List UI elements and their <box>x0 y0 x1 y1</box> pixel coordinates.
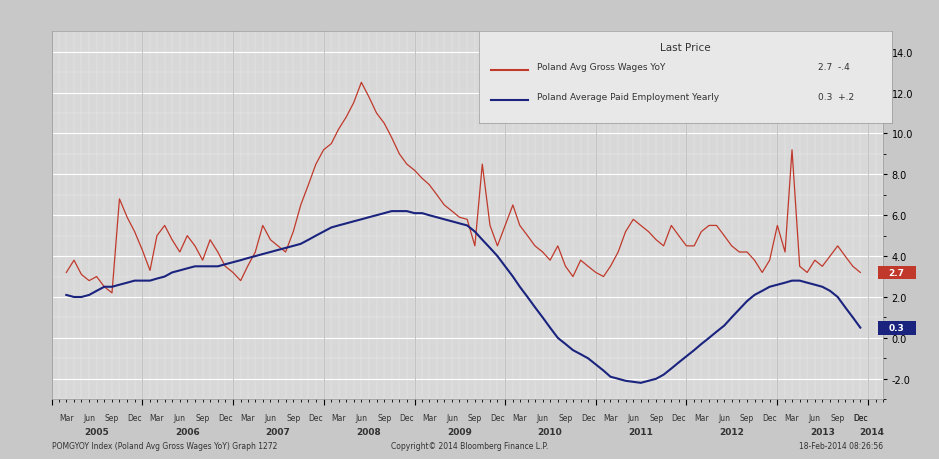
Text: Copyright© 2014 Bloomberg Finance L.P.: Copyright© 2014 Bloomberg Finance L.P. <box>391 441 548 450</box>
Text: Dec: Dec <box>490 413 505 422</box>
Text: Mar: Mar <box>785 413 799 422</box>
Text: 2011: 2011 <box>628 427 654 436</box>
Text: 2014: 2014 <box>859 427 884 436</box>
Text: Sep: Sep <box>468 413 482 422</box>
Text: Jun: Jun <box>84 413 95 422</box>
Text: Dec: Dec <box>399 413 414 422</box>
Text: Mar: Mar <box>422 413 437 422</box>
Text: Dec: Dec <box>762 413 777 422</box>
Text: Dec: Dec <box>309 413 323 422</box>
Text: 2008: 2008 <box>357 427 381 436</box>
Text: Mar: Mar <box>59 413 73 422</box>
Text: 2009: 2009 <box>447 427 472 436</box>
Text: 2006: 2006 <box>175 427 200 436</box>
Text: Jun: Jun <box>808 413 821 422</box>
Text: Jun: Jun <box>627 413 639 422</box>
Text: Mar: Mar <box>149 413 164 422</box>
Text: 2013: 2013 <box>809 427 835 436</box>
Text: Poland Avg Gross Wages YoY: Poland Avg Gross Wages YoY <box>537 62 665 72</box>
Text: Dec: Dec <box>128 413 142 422</box>
Text: Sep: Sep <box>649 413 663 422</box>
Text: Sep: Sep <box>105 413 119 422</box>
Text: Sep: Sep <box>377 413 392 422</box>
Text: Sep: Sep <box>195 413 209 422</box>
Text: Mar: Mar <box>694 413 709 422</box>
Text: Mar: Mar <box>240 413 254 422</box>
Text: 0.3: 0.3 <box>889 324 904 332</box>
Text: Mar: Mar <box>331 413 346 422</box>
Text: 18-Feb-2014 08:26:56: 18-Feb-2014 08:26:56 <box>798 441 883 450</box>
Text: Jun: Jun <box>265 413 276 422</box>
Text: Jun: Jun <box>174 413 186 422</box>
Text: Poland Average Paid Employment Yearly: Poland Average Paid Employment Yearly <box>537 93 719 102</box>
Text: Dec: Dec <box>218 413 233 422</box>
Text: Mar: Mar <box>603 413 618 422</box>
Text: Jun: Jun <box>446 413 458 422</box>
Text: Jun: Jun <box>355 413 367 422</box>
Text: 2007: 2007 <box>266 427 290 436</box>
Text: Dec: Dec <box>581 413 595 422</box>
Text: 2012: 2012 <box>719 427 744 436</box>
Text: POMGYOY Index (Poland Avg Gross Wages YoY) Graph 1272: POMGYOY Index (Poland Avg Gross Wages Yo… <box>52 441 277 450</box>
Text: Last Price: Last Price <box>660 43 711 53</box>
Text: Dec: Dec <box>853 413 868 422</box>
Text: Jun: Jun <box>718 413 731 422</box>
Text: 2.7  -.4: 2.7 -.4 <box>818 62 850 72</box>
Text: Dec: Dec <box>671 413 686 422</box>
Text: Sep: Sep <box>831 413 845 422</box>
Text: 2005: 2005 <box>85 427 109 436</box>
Text: 2010: 2010 <box>538 427 562 436</box>
Text: Mar: Mar <box>513 413 527 422</box>
Text: Sep: Sep <box>559 413 573 422</box>
Text: 2.7: 2.7 <box>888 269 905 277</box>
Text: Sep: Sep <box>286 413 300 422</box>
Text: Sep: Sep <box>740 413 754 422</box>
Text: Dec: Dec <box>853 413 868 422</box>
Text: Jun: Jun <box>537 413 548 422</box>
Text: 0.3  +.2: 0.3 +.2 <box>818 93 854 102</box>
